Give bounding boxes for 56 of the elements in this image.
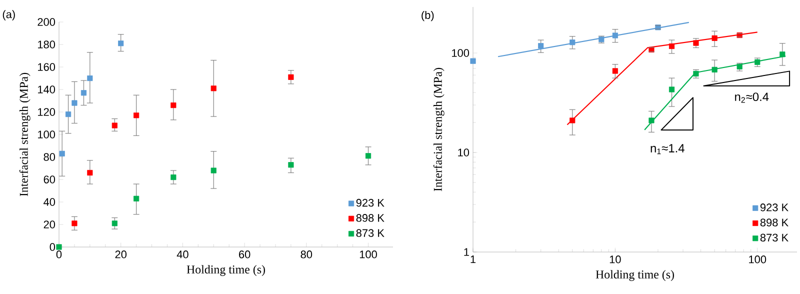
point	[80, 90, 87, 96]
chart-title: (a)	[2, 10, 15, 20]
y-tick-label: 60	[44, 176, 56, 184]
point	[210, 86, 216, 92]
y-tick-label: 180	[38, 40, 56, 48]
point	[59, 150, 65, 156]
x-tick-label: 80	[300, 250, 312, 258]
point	[72, 100, 78, 106]
x-axis-title: Holding time (s)	[596, 270, 674, 281]
y-tick-label: 200	[38, 18, 56, 26]
y-tick-label: 10	[458, 148, 470, 156]
point	[288, 162, 294, 168]
y-tick-label: 40	[44, 198, 56, 206]
point	[65, 111, 72, 118]
point	[134, 112, 140, 118]
x-tick-label: 20	[115, 250, 127, 258]
y-tick-label: 120	[38, 108, 56, 116]
y-tick-label: 160	[38, 63, 56, 71]
x-tick-label: 0	[56, 250, 62, 258]
y-axis-title: Interfacial strength (MPa)	[433, 68, 444, 192]
y-axis-title: Interfacial strength (MPa)	[19, 72, 30, 196]
annotation: n$_{1}$≈1.4	[650, 144, 684, 154]
annotation: n$_{2}$≈0.4	[735, 92, 769, 103]
legend-label: 898 K	[760, 218, 788, 226]
legend-label: 923 K	[760, 204, 788, 212]
y-tick-label: 100	[452, 49, 470, 57]
point	[170, 102, 176, 108]
legend-label: 873 K	[356, 229, 384, 237]
point	[288, 74, 294, 80]
point	[118, 40, 124, 46]
x-tick-label: 100	[360, 250, 377, 258]
point	[170, 174, 176, 180]
legend-label: 923 K	[356, 198, 384, 207]
y-tick-label: 80	[44, 153, 56, 161]
point	[210, 168, 216, 174]
legend-label: 873 K	[760, 234, 788, 242]
x-axis-title: Holding time (s)	[186, 265, 265, 276]
x-tick-label: 60	[239, 250, 250, 258]
point	[72, 220, 78, 226]
x-tick-label: 40	[176, 250, 188, 258]
point	[87, 170, 93, 176]
y-tick-label: 100	[38, 130, 56, 138]
x-tick-label: 100	[749, 256, 766, 264]
point	[112, 220, 118, 226]
point	[87, 75, 93, 82]
y-tick-label: 20	[44, 220, 56, 228]
y-tick-label: 0	[50, 243, 56, 251]
point	[134, 196, 140, 202]
point	[112, 122, 118, 128]
x-tick-label: 10	[610, 256, 621, 264]
chart-title: (b)	[422, 10, 434, 22]
point	[365, 153, 372, 159]
x-tick-label: 1	[470, 256, 476, 264]
point	[56, 244, 62, 250]
legend-label: 898 K	[356, 214, 384, 222]
y-tick-label: 140	[38, 86, 56, 94]
